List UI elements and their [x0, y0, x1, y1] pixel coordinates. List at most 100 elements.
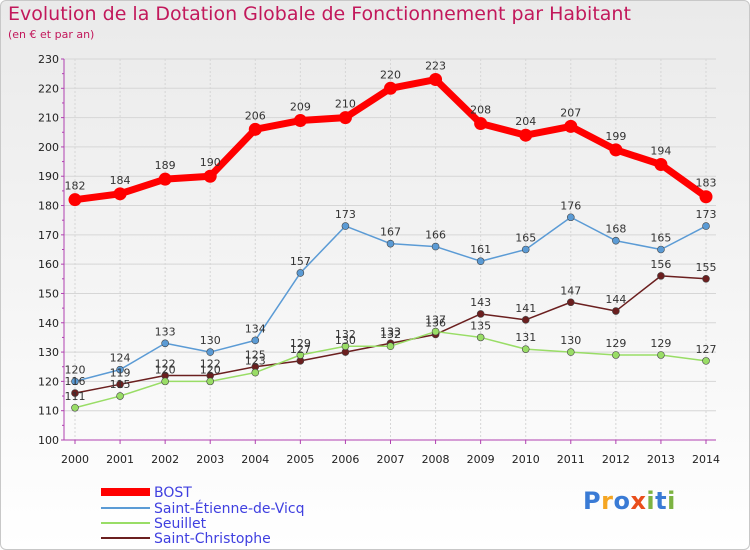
data-point	[161, 377, 169, 386]
y-tick-label: 110	[38, 405, 59, 418]
axes	[61, 58, 716, 444]
data-point	[341, 342, 350, 351]
data-point	[699, 190, 713, 204]
data-label: 130	[335, 334, 356, 347]
legend-label: Saint-Étienne-de-Vicq	[154, 500, 305, 517]
y-tick-label: 220	[38, 82, 59, 95]
data-point	[116, 365, 124, 374]
legend: BOSTSaint-Étienne-de-VicqSeuilletSaint-C…	[101, 485, 305, 547]
x-tick-label: 2014	[692, 453, 720, 466]
data-point	[521, 316, 530, 324]
data-point	[431, 327, 440, 336]
data-point	[71, 403, 79, 412]
data-labels: 182 184 189 190 206 209 210 220 223 208 204 207 199 1…	[65, 60, 717, 403]
logo-letter: r	[601, 487, 614, 515]
data-label: 143	[470, 296, 491, 309]
data-point	[657, 272, 665, 280]
data-label: 194	[650, 145, 671, 158]
data-point	[474, 116, 488, 130]
data-label: 210	[335, 98, 356, 111]
data-point	[566, 298, 575, 307]
logo-letter: t	[655, 487, 668, 515]
y-tick-label: 160	[38, 258, 59, 271]
data-label: 165	[650, 232, 671, 245]
data-label: 134	[245, 322, 266, 335]
data-point	[476, 310, 485, 318]
data-point	[71, 377, 79, 386]
data-label: 119	[110, 366, 131, 379]
data-label: 147	[560, 284, 581, 297]
data-label: 161	[470, 243, 491, 256]
legend-label: Saint-Christophe	[154, 531, 271, 547]
data-point	[338, 111, 352, 125]
data-point	[431, 242, 440, 251]
data-point	[521, 345, 530, 353]
x-tick-label: 2000	[61, 453, 89, 466]
data-point	[657, 245, 665, 254]
data-point	[248, 122, 262, 136]
data-point	[702, 222, 710, 230]
data-point	[564, 119, 578, 133]
data-point	[609, 143, 623, 157]
data-label: 199	[605, 130, 626, 143]
data-point	[476, 257, 485, 266]
data-label: 120	[65, 363, 86, 376]
data-point	[702, 275, 710, 283]
legend-item-bost: BOST	[101, 485, 192, 501]
data-point	[296, 351, 305, 359]
data-label: 127	[696, 343, 717, 356]
x-tick-label: 2007	[377, 453, 405, 466]
y-tick-label: 140	[38, 317, 59, 330]
data-point	[612, 307, 620, 315]
logo-letter: P	[583, 487, 602, 515]
data-label: 155	[696, 261, 717, 274]
y-tick-label: 150	[38, 287, 59, 300]
data-point	[386, 239, 395, 248]
data-point	[521, 245, 530, 254]
data-label: 207	[560, 106, 581, 119]
data-point	[429, 73, 443, 87]
data-label: 127	[290, 343, 311, 356]
data-point	[654, 158, 668, 172]
y-tick-label: 230	[38, 53, 59, 66]
legend-label: BOST	[154, 485, 192, 501]
data-point	[113, 187, 127, 201]
data-label: 141	[515, 302, 536, 315]
proxiti-logo: Proxiti	[583, 487, 676, 515]
data-point	[206, 377, 215, 386]
y-tick-label: 130	[38, 346, 59, 359]
chart-title: Evolution de la Dotation Globale de Fonc…	[8, 3, 631, 25]
data-label: 135	[470, 319, 491, 332]
data-point	[251, 368, 260, 377]
series-bost	[68, 73, 713, 207]
data-point	[158, 172, 172, 186]
y-tick-label: 190	[38, 170, 59, 183]
legend-label: Seuillet	[154, 516, 207, 532]
x-tick-label: 2006	[331, 453, 359, 466]
data-label: 137	[425, 314, 446, 327]
data-label: 156	[650, 258, 671, 271]
y-axis-ticks: 100 110 120 130 140 150 160 170 180 190 200 210 220 2…	[38, 53, 59, 447]
data-point	[341, 222, 350, 230]
logo-letter: i	[667, 487, 676, 515]
data-point	[203, 169, 217, 183]
data-point	[566, 213, 575, 222]
data-label: 122	[200, 358, 221, 371]
data-point	[386, 342, 395, 351]
data-label: 116	[65, 375, 86, 388]
data-label: 111	[65, 390, 86, 403]
data-point	[71, 389, 79, 397]
data-label: 206	[245, 109, 266, 122]
data-label: 120	[155, 363, 176, 376]
legend-item-saint-christophe: Saint-Christophe	[101, 531, 271, 547]
data-label: 168	[605, 223, 626, 236]
data-label: 144	[605, 293, 626, 306]
data-point	[519, 128, 533, 142]
data-label: 209	[290, 101, 311, 114]
data-label: 129	[650, 337, 671, 350]
data-point	[116, 392, 124, 400]
x-tick-label: 2003	[196, 453, 224, 466]
y-tick-label: 200	[38, 141, 59, 154]
